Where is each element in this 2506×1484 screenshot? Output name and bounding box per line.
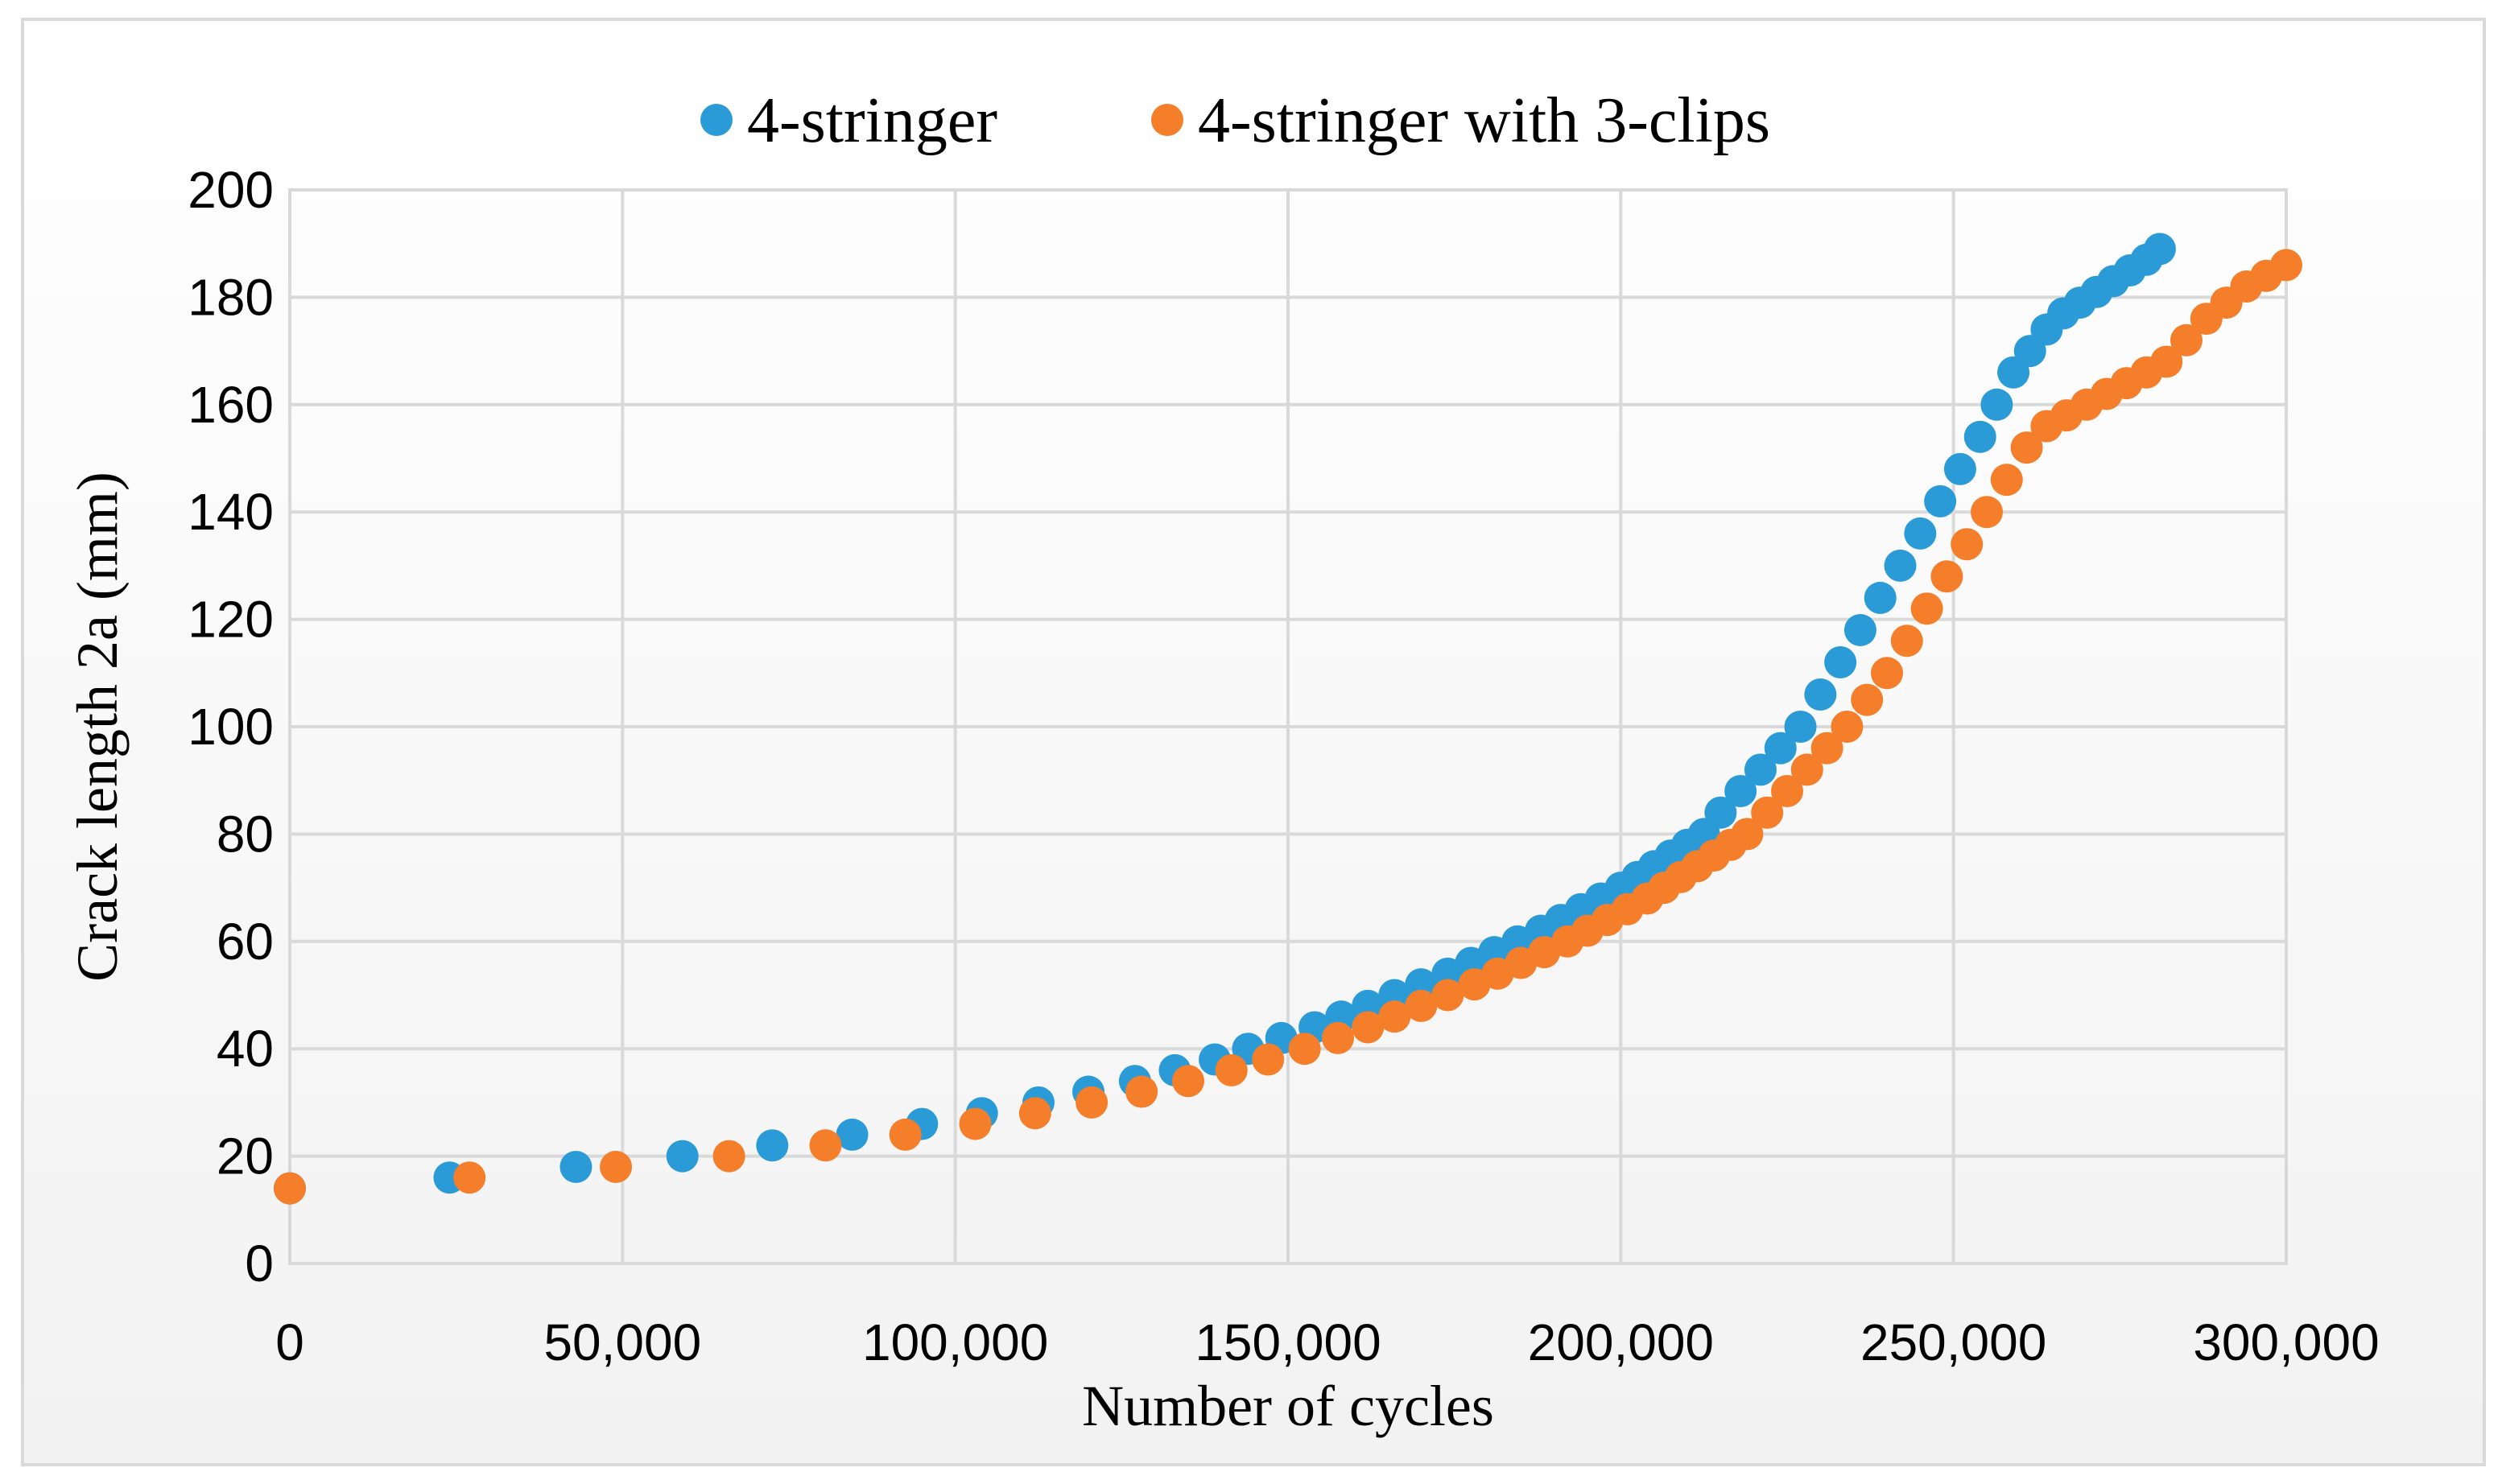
legend-marker-4-stringer-with-3-clips [1151, 104, 1183, 136]
data-point [2010, 431, 2043, 464]
y-axis-title: Crack length 2a (mm) [65, 472, 130, 982]
data-point [1804, 678, 1837, 711]
x-axis-title: Number of cycles [1082, 1374, 1494, 1438]
x-tick-label: 150,000 [1195, 1313, 1381, 1371]
data-point [809, 1129, 842, 1162]
data-point [756, 1129, 789, 1162]
data-point [1704, 796, 1737, 829]
y-axis-ticks: 0 20 40 60 80 100 120 140 160 180 200 [188, 161, 274, 1292]
scatter-chart: 0 20 40 60 80 100 120 140 160 180 200 0 50,000 100,0… [65, 85, 2380, 1438]
data-point [2143, 233, 2176, 266]
data-point [1843, 613, 1876, 646]
data-point [1352, 1011, 1385, 1044]
legend-marker-4-stringer [700, 104, 733, 136]
plot-area-border [288, 188, 2288, 1265]
data-point [959, 1107, 992, 1140]
data-point [1771, 775, 1803, 808]
data-point [1288, 1033, 1321, 1066]
data-point [1172, 1065, 1204, 1098]
series-group [274, 233, 2302, 1205]
series-4-stringer-with-3-clips [274, 249, 2302, 1205]
data-point [1890, 625, 1923, 657]
data-point [1831, 711, 1864, 743]
x-tick-label: 200,000 [1528, 1313, 1714, 1371]
data-point [1215, 1053, 1248, 1086]
x-axis-ticks: 0 50,000 100,000 150,000 200,000 250,000 300,0… [275, 1313, 2379, 1371]
y-tick-label: 120 [188, 591, 274, 649]
data-point [1405, 989, 1438, 1022]
data-point [1018, 1097, 1051, 1130]
chart-frame: 0 20 40 60 80 100 120 140 160 180 200 0 50,000 100,0… [21, 18, 2486, 1466]
data-point [1764, 732, 1797, 765]
y-tick-label: 60 [217, 913, 274, 971]
data-point [600, 1150, 633, 1183]
data-point [1824, 645, 1857, 678]
data-point [1851, 683, 1884, 716]
y-tick-label: 40 [217, 1020, 274, 1078]
data-point [889, 1118, 922, 1151]
x-tick-label: 100,000 [862, 1313, 1048, 1371]
data-point [1930, 560, 1963, 593]
data-point [1910, 592, 1943, 625]
y-tick-label: 20 [217, 1127, 274, 1185]
data-point [1864, 581, 1897, 614]
data-point [1990, 464, 2023, 497]
grid-lines [288, 188, 2288, 1265]
data-point [453, 1161, 486, 1194]
data-point [274, 1172, 306, 1205]
data-point [1731, 818, 1764, 851]
y-tick-label: 180 [188, 268, 274, 326]
data-point [1784, 711, 1817, 743]
data-point [836, 1118, 869, 1151]
data-point [1810, 732, 1843, 765]
data-point [1744, 753, 1777, 786]
data-point [1322, 1021, 1354, 1054]
data-point [1943, 452, 1976, 485]
data-point [1378, 1000, 1411, 1033]
data-point [1971, 496, 2003, 529]
data-point [1980, 388, 2013, 421]
legend: 4-stringer 4-stringer with 3-clips [700, 85, 1770, 156]
data-point [1790, 753, 1823, 786]
legend-label-4-stringer-with-3-clips: 4-stringer with 3-clips [1198, 85, 1770, 156]
data-point [1075, 1086, 1109, 1119]
data-point [1904, 517, 1937, 550]
data-point [1751, 796, 1784, 829]
legend-label-4-stringer: 4-stringer [747, 85, 997, 156]
x-tick-label: 50,000 [543, 1313, 701, 1371]
data-point [1871, 657, 1903, 690]
data-point [666, 1140, 699, 1173]
y-tick-label: 80 [217, 805, 274, 863]
data-point [1125, 1075, 1158, 1108]
x-tick-label: 0 [275, 1313, 304, 1371]
data-point [1431, 979, 1464, 1012]
data-point [1724, 775, 1757, 808]
y-tick-label: 100 [188, 698, 274, 756]
data-point [1884, 549, 1917, 582]
data-point [1924, 484, 1957, 517]
y-tick-label: 200 [188, 161, 274, 219]
data-point [2150, 345, 2183, 378]
x-tick-label: 300,000 [2193, 1313, 2379, 1371]
data-point [1252, 1043, 1285, 1076]
data-point [1963, 420, 1996, 453]
x-tick-label: 250,000 [1860, 1313, 2046, 1371]
series-4-stringer [274, 233, 2176, 1205]
data-point [1951, 528, 1984, 561]
y-tick-label: 140 [188, 483, 274, 541]
y-tick-label: 160 [188, 376, 274, 434]
data-point [2170, 324, 2203, 357]
data-point [559, 1150, 592, 1183]
y-tick-label: 0 [245, 1235, 274, 1292]
data-point [2270, 249, 2302, 282]
data-point [712, 1140, 745, 1173]
